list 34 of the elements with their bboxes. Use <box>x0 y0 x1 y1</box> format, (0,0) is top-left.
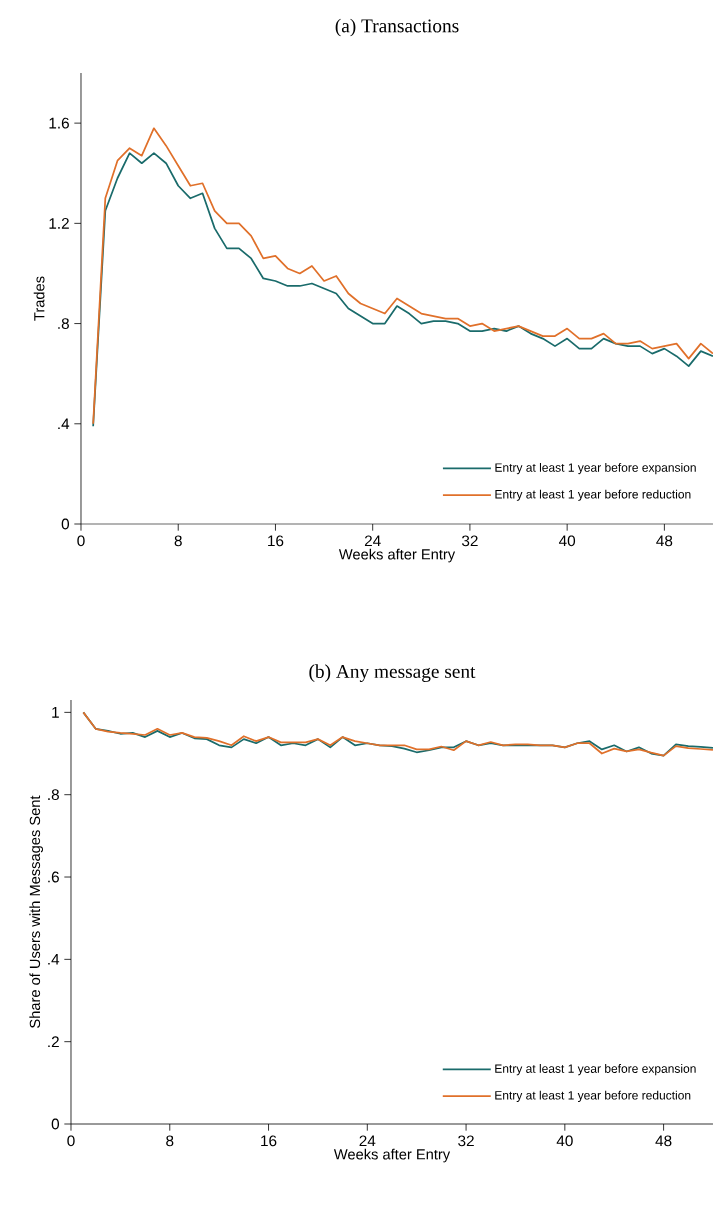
x-tick-label: 24 <box>359 1135 376 1147</box>
y-tick-label: .8 <box>58 318 69 329</box>
x-tick-label: 32 <box>458 1135 474 1147</box>
legend-label: Entry at least 1 year before expansion <box>495 462 696 475</box>
y-tick-label: .4 <box>58 418 70 430</box>
y-axis-title: Trades <box>33 276 45 321</box>
x-tick-label: 0 <box>77 535 85 547</box>
y-axis-title: Share of Users with Messages Sent <box>29 795 43 1028</box>
y-tick-label: .2 <box>48 1036 59 1048</box>
y-tick-label: 1.2 <box>49 217 69 229</box>
y-tick-label: 1 <box>52 707 59 718</box>
x-tick-label: 40 <box>556 1135 573 1147</box>
x-tick-label: 24 <box>364 535 381 547</box>
chart-title: (b) Any message sent <box>309 664 476 682</box>
y-tick-label: .4 <box>48 954 60 965</box>
x-tick-label: 8 <box>174 535 182 547</box>
chart-title: (a) Transactions <box>335 18 459 37</box>
x-tick-label: 16 <box>268 535 284 547</box>
y-tick-label: .6 <box>48 871 59 883</box>
x-axis-title: Weeks after Entry <box>333 1148 451 1163</box>
legend-label: Entry at least 1 year before reduction <box>495 489 691 501</box>
x-tick-label: 32 <box>461 535 478 547</box>
y-tick-label: 0 <box>51 1118 60 1130</box>
legend-label: Entry at least 1 year before expansion <box>495 1064 696 1076</box>
x-tick-label: 40 <box>558 535 576 547</box>
x-tick-label: 8 <box>166 1135 174 1147</box>
x-tick-label: 48 <box>655 1135 672 1147</box>
x-tick-label: 16 <box>261 1135 277 1147</box>
y-tick-label: 0 <box>61 518 70 530</box>
x-tick-label: 48 <box>656 535 673 547</box>
y-tick-label: 1.6 <box>49 117 69 129</box>
y-tick-label: .8 <box>48 789 59 801</box>
x-axis-title: Weeks after Entry <box>338 548 456 563</box>
legend-label: Entry at least 1 year before reduction <box>495 1090 691 1102</box>
